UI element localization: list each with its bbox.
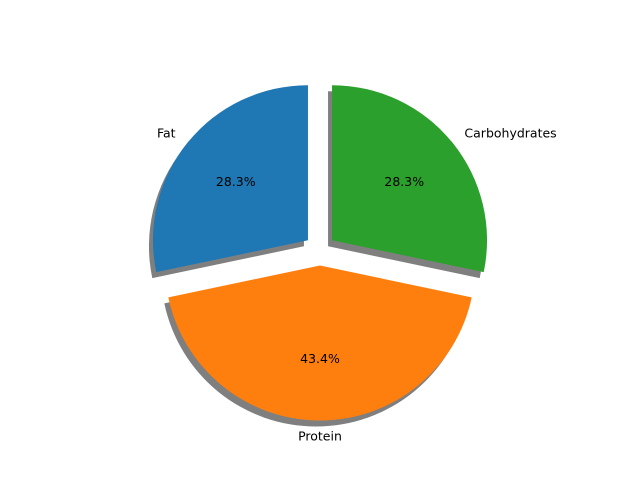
slice-fat bbox=[152, 85, 308, 273]
slice-protein bbox=[168, 265, 472, 421]
pct-label-fat: 28.3% bbox=[216, 174, 256, 189]
slices bbox=[152, 85, 488, 421]
pct-label-carbohydrates: 28.3% bbox=[384, 174, 424, 189]
slice-label-carbohydrates: Carbohydrates bbox=[464, 125, 556, 140]
slice-label-protein: Protein bbox=[298, 429, 342, 444]
slice-carbohydrates bbox=[332, 85, 488, 273]
labels: 28.3% Fat 43.4% Protein 28.3% Carbohydrates bbox=[157, 125, 557, 443]
pct-label-protein: 43.4% bbox=[300, 351, 340, 366]
slice-label-fat: Fat bbox=[157, 125, 176, 140]
